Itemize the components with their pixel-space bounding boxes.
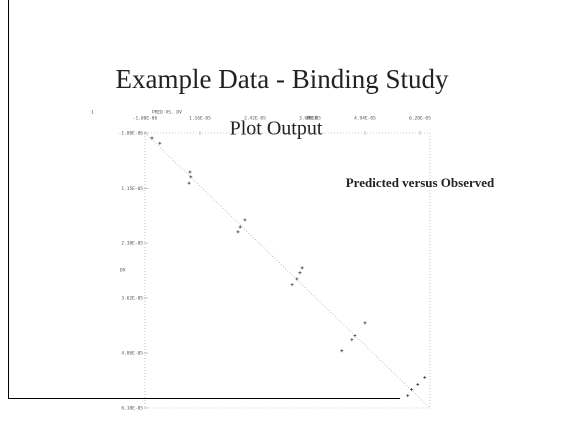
plot-header: PRED VS. DV bbox=[152, 110, 182, 116]
annotation: Predicted versus Observed bbox=[346, 175, 495, 190]
x-tick-label: 4.94E-05 bbox=[354, 116, 376, 122]
y-tick-label: 6.10E-05 bbox=[121, 406, 143, 412]
point bbox=[243, 218, 247, 222]
point bbox=[150, 136, 154, 140]
point bbox=[295, 277, 299, 281]
point bbox=[350, 338, 354, 342]
point bbox=[410, 387, 414, 391]
point bbox=[353, 334, 357, 338]
identity-line bbox=[144, 132, 431, 409]
x-tick-label: -1.00E-06 bbox=[133, 116, 158, 122]
y-tick-label: 1.15E-05 bbox=[121, 186, 143, 192]
x-tick-label: 2.42E-05 bbox=[244, 116, 266, 122]
point bbox=[416, 382, 420, 386]
subtitle: Plot Output bbox=[230, 118, 323, 140]
plot-frame bbox=[144, 132, 431, 409]
point bbox=[298, 271, 302, 275]
x-tick-label: 3.68E-05 bbox=[299, 116, 321, 122]
point bbox=[363, 321, 367, 325]
point bbox=[406, 394, 410, 398]
y-tick-label: -1.00E-06 bbox=[119, 131, 144, 137]
point bbox=[187, 181, 191, 185]
y-tick-label: 2.38E-05 bbox=[121, 241, 143, 247]
slide-title: Example Data - Binding Study bbox=[116, 64, 449, 94]
point bbox=[423, 375, 427, 379]
point bbox=[238, 225, 242, 229]
x-tick-label: 6.20E-05 bbox=[409, 116, 431, 122]
x-tick-label: 1.16E-05 bbox=[189, 116, 211, 122]
point bbox=[189, 175, 193, 179]
point bbox=[158, 141, 162, 145]
x-axis-label: PRED bbox=[307, 116, 318, 122]
y-tick-label: 3.62E-05 bbox=[121, 296, 143, 302]
point bbox=[290, 283, 294, 287]
point bbox=[236, 230, 240, 234]
point bbox=[300, 266, 304, 270]
y-tick-label: 4.86E-05 bbox=[121, 351, 143, 357]
point bbox=[188, 170, 192, 174]
point bbox=[340, 349, 344, 353]
page-marker: 1 bbox=[91, 110, 94, 116]
y-axis-label: DV bbox=[120, 268, 126, 274]
